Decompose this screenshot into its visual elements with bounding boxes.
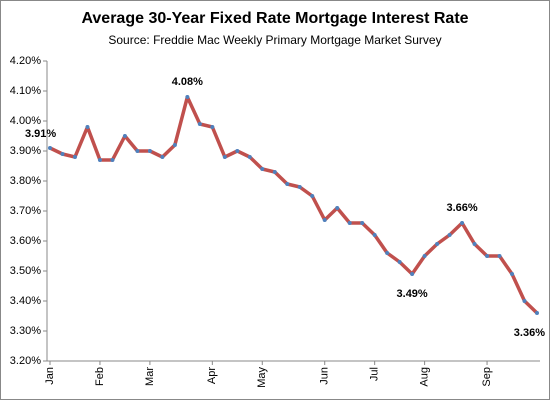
y-tick-label: 3.70% [10, 205, 41, 217]
y-tick-label: 3.40% [10, 295, 41, 307]
marker [60, 152, 65, 156]
marker [322, 218, 327, 222]
marker [522, 299, 527, 303]
marker [447, 233, 452, 237]
marker [147, 149, 152, 153]
data-label: 3.49% [397, 288, 428, 300]
marker [135, 149, 140, 153]
marker [397, 260, 402, 264]
marker [485, 254, 490, 258]
marker [472, 242, 477, 246]
x-tick-label: Jul [369, 367, 381, 381]
marker [385, 251, 390, 255]
x-tick-label: Mar [144, 367, 156, 386]
marker [435, 242, 440, 246]
marker [422, 254, 427, 258]
x-tick-label: May [256, 367, 268, 388]
marker [497, 254, 502, 258]
x-tick-label: Apr [206, 367, 218, 384]
marker [335, 206, 340, 210]
x-tick-label: Feb [94, 367, 106, 386]
y-tick-label: 3.30% [10, 325, 41, 337]
marker [210, 125, 215, 129]
data-label: 3.91% [25, 128, 56, 140]
marker [510, 272, 515, 276]
marker [297, 185, 302, 189]
marker [372, 233, 377, 237]
marker [410, 272, 415, 276]
chart-title: Average 30-Year Fixed Rate Mortgage Inte… [81, 10, 468, 27]
marker [272, 170, 277, 174]
y-tick-label: 3.50% [10, 265, 41, 277]
marker [48, 146, 52, 150]
y-tick-label: 3.20% [10, 355, 41, 367]
marker [260, 167, 265, 171]
x-tick-label: Sep [481, 367, 493, 387]
marker [222, 155, 227, 159]
data-label: 3.66% [446, 202, 477, 214]
marker [360, 221, 365, 225]
marker [72, 155, 77, 159]
y-tick-label: 3.80% [10, 175, 41, 187]
marker [172, 143, 177, 147]
marker [247, 155, 252, 159]
x-tick-label: Jan [44, 367, 56, 385]
y-tick-label: 4.10% [10, 85, 41, 97]
marker [160, 155, 165, 159]
x-tick-label: Jun [319, 367, 331, 385]
x-tick-label: Aug [419, 367, 431, 387]
y-tick-label: 3.90% [10, 145, 41, 157]
marker [122, 134, 127, 138]
marker [235, 149, 240, 153]
line [49, 95, 539, 315]
marker [97, 158, 102, 162]
marker [347, 221, 352, 225]
y-tick-label: 4.20% [10, 55, 41, 67]
marker [535, 311, 539, 315]
data-label: 3.36% [514, 327, 545, 339]
y-tick-label: 3.60% [10, 235, 41, 247]
y-tick-label: 4.00% [10, 115, 41, 127]
marker [285, 182, 290, 186]
marker [85, 125, 90, 129]
marker [310, 194, 315, 198]
marker [185, 95, 190, 99]
chart-subtitle: Source: Freddie Mac Weekly Primary Mortg… [108, 33, 441, 47]
marker [460, 221, 465, 225]
marker [197, 122, 202, 126]
data-label: 4.08% [172, 76, 203, 88]
marker [110, 158, 115, 162]
